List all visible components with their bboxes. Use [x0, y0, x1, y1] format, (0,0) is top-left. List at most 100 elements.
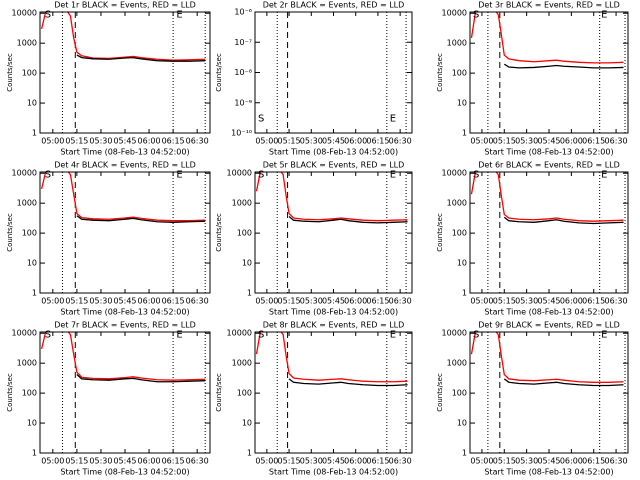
series-line [76, 54, 206, 62]
y-tick-label: 10 [457, 99, 467, 108]
x-tick-label: 06:15 [582, 457, 605, 466]
series-line [40, 332, 206, 381]
plot-frame [254, 171, 413, 294]
y-tick-label: 1 [32, 289, 37, 298]
series-line [503, 63, 624, 69]
y-axis-label: Counts/sec [6, 53, 14, 92]
annotation: S [473, 170, 479, 181]
x-tick-label: 06:00 [344, 297, 367, 306]
series-line [503, 378, 624, 387]
x-tick-label: 05:00 [41, 297, 64, 306]
x-tick-label: 05:30 [89, 457, 112, 466]
y-tick-label: 10⁻¹⁰ [231, 129, 252, 138]
annotation: E [176, 330, 182, 341]
x-tick-label: 06:00 [138, 297, 161, 306]
x-tick-label: 05:00 [255, 297, 278, 306]
x-tick-label: 06:30 [605, 297, 628, 306]
annotation: E [601, 10, 607, 21]
y-tick-label: 100 [452, 389, 467, 398]
x-tick-label: 06:00 [138, 457, 161, 466]
panel: Det 1r BLACK = Events, RED = LLD Start Ti… [6, 1, 211, 157]
x-axis-label: Start Time (08-Feb-13 04:52:00) [484, 308, 613, 317]
x-tick-label: 05:45 [322, 297, 345, 306]
x-tick-label: 05:30 [89, 137, 112, 146]
y-tick-label: 1000 [447, 359, 467, 368]
annotation: S [258, 114, 264, 125]
x-tick-label: 06:15 [162, 297, 185, 306]
x-tick-label: 05:00 [255, 137, 278, 146]
series-line [470, 172, 624, 222]
y-axis-label: Counts/sec [436, 373, 444, 412]
x-tick-label: 06:30 [389, 137, 412, 146]
panel-title: Det 3r BLACK = Events, RED = LLD [478, 1, 620, 10]
panel: Det 4r BLACK = Events, RED = LLD Start Ti… [6, 161, 211, 317]
panel: Det 5r BLACK = Events, RED = LLD Start Ti… [215, 161, 413, 317]
y-tick-label: 1000 [17, 359, 37, 368]
series-line [288, 215, 408, 224]
y-tick-label: 10000 [12, 169, 37, 178]
x-tick-label: 06:15 [582, 137, 605, 146]
y-tick-label: 1 [462, 289, 467, 298]
panel-title: Det 9r BLACK = Events, RED = LLD [478, 321, 620, 330]
y-tick-label: 10 [242, 419, 252, 428]
x-tick-label: 05:45 [322, 457, 345, 466]
x-tick-label: 06:15 [366, 297, 389, 306]
y-tick-label: 100 [452, 69, 467, 78]
series-line [255, 172, 408, 222]
y-tick-label: 10 [457, 259, 467, 268]
panel: Det 7r BLACK = Events, RED = LLD Start Ti… [6, 321, 211, 477]
series-line [503, 216, 624, 225]
annotation: E [390, 114, 396, 125]
series-line [470, 332, 624, 383]
y-tick-label: 1 [32, 449, 37, 458]
panel-title: Det 6r BLACK = Events, RED = LLD [478, 161, 620, 170]
y-tick-label: 10000 [442, 329, 467, 338]
x-tick-label: 05:00 [470, 457, 493, 466]
x-tick-label: 06:30 [389, 457, 412, 466]
panel-title: Det 8r BLACK = Events, RED = LLD [263, 321, 405, 330]
x-tick-label: 05:15 [65, 297, 88, 306]
plot-frame [469, 11, 629, 134]
y-tick-label: 1 [247, 289, 252, 298]
plot-frame [39, 171, 211, 294]
x-tick-label: 05:30 [300, 457, 323, 466]
y-tick-label: 10 [27, 99, 37, 108]
annotation: E [390, 330, 396, 341]
x-tick-label: 06:00 [560, 457, 583, 466]
series-line [288, 378, 408, 387]
panel: Det 2r BLACK = Events, RED = LLD Start Ti… [215, 1, 413, 157]
y-tick-label: 1 [462, 129, 467, 138]
y-tick-label: 1000 [232, 359, 252, 368]
x-tick-label: 06:15 [162, 457, 185, 466]
plot-frame [254, 11, 413, 134]
x-tick-label: 05:45 [113, 457, 136, 466]
plot-frame [469, 171, 629, 294]
series-line [40, 172, 206, 222]
x-tick-label: 05:15 [65, 137, 88, 146]
x-tick-label: 06:30 [389, 297, 412, 306]
x-axis-label: Start Time (08-Feb-13 04:52:00) [269, 308, 398, 317]
y-tick-label: 1 [247, 449, 252, 458]
x-axis-label: Start Time (08-Feb-13 04:52:00) [60, 468, 189, 477]
x-tick-label: 05:15 [493, 457, 516, 466]
annotation: S [45, 10, 51, 21]
y-tick-label: 100 [22, 389, 37, 398]
x-tick-label: 06:15 [582, 297, 605, 306]
x-tick-label: 05:30 [515, 137, 538, 146]
y-axis-label: Counts/sec [215, 373, 223, 412]
y-axis-label: Counts/sec [436, 213, 444, 252]
x-tick-label: 05:45 [322, 137, 345, 146]
y-tick-label: 10 [27, 419, 37, 428]
y-tick-label: 10 [457, 419, 467, 428]
annotation: E [601, 170, 607, 181]
x-tick-label: 05:15 [278, 137, 301, 146]
x-axis-label: Start Time (08-Feb-13 04:52:00) [60, 148, 189, 157]
panel-title: Det 2r BLACK = Events, RED = LLD [263, 1, 405, 10]
annotation: S [45, 330, 51, 341]
y-tick-label: 1 [32, 129, 37, 138]
x-tick-label: 06:30 [605, 457, 628, 466]
series-line [76, 215, 206, 223]
x-axis-label: Start Time (08-Feb-13 04:52:00) [484, 148, 613, 157]
y-axis-label: Counts/sec [215, 213, 223, 252]
